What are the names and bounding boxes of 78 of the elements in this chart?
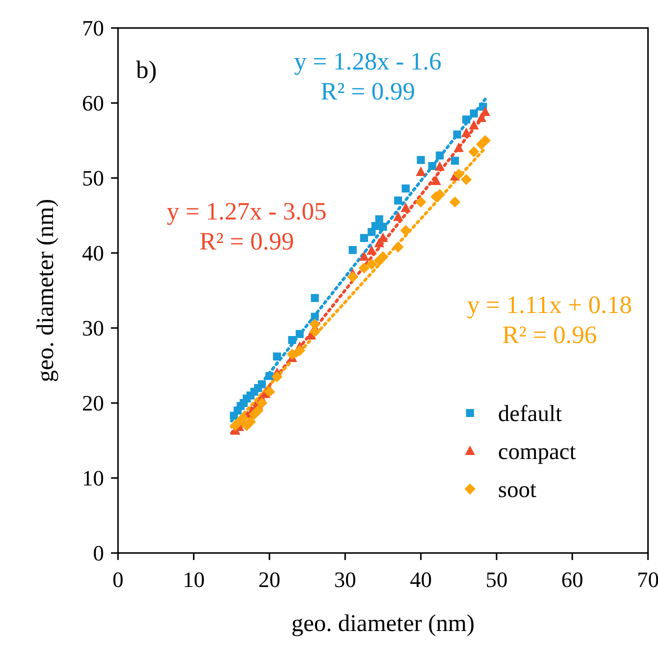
legend-label: default (498, 401, 562, 426)
point (462, 116, 470, 124)
point (265, 372, 274, 380)
point (294, 345, 306, 356)
point (273, 352, 281, 360)
point (375, 215, 384, 224)
point (288, 336, 296, 344)
x-tick-label: 40 (410, 567, 432, 592)
point (348, 246, 357, 254)
x-tick-label: 10 (182, 567, 205, 592)
y-tick-label: 50 (82, 166, 104, 191)
point (461, 128, 472, 137)
point (360, 234, 368, 242)
y-axis-title: geo. diameter (nm) (33, 198, 59, 382)
point (436, 152, 444, 160)
point (296, 330, 304, 338)
series-label: y = 1.28x - 1.6 R² = 0.99 (294, 48, 442, 106)
point (450, 156, 459, 165)
point (394, 196, 402, 204)
point (402, 184, 410, 192)
point (454, 142, 464, 152)
point (434, 161, 445, 171)
y-tick-label: 70 (82, 16, 104, 41)
point (392, 242, 404, 252)
point (453, 130, 462, 138)
y-tick-label: 0 (93, 540, 104, 566)
text: y = 1.11x + 0.18 R² = 0.96 (467, 292, 632, 349)
point (400, 202, 411, 212)
point (272, 371, 282, 382)
point (374, 238, 384, 248)
point (415, 196, 426, 208)
x-tick-label: 50 (486, 567, 508, 592)
point (286, 348, 298, 360)
point (476, 112, 486, 122)
point (252, 405, 264, 416)
point (366, 245, 377, 255)
annotation: b) (136, 57, 157, 84)
x-tick-label: 0 (112, 567, 124, 592)
point (468, 120, 479, 130)
point (258, 380, 266, 388)
point (431, 176, 441, 185)
y-tick-label: 30 (82, 316, 104, 341)
x-tick-label: 20 (258, 567, 280, 592)
point (480, 106, 490, 116)
point (310, 294, 319, 302)
x-tick-label: 60 (561, 567, 584, 592)
point (366, 258, 378, 270)
y-tick-label: 40 (82, 240, 104, 266)
legend-label: compact (498, 439, 577, 464)
y-tick-label: 60 (82, 90, 104, 116)
point (470, 110, 478, 118)
point (460, 174, 472, 185)
point (359, 251, 370, 261)
point (480, 135, 491, 146)
point (400, 225, 412, 236)
point (378, 251, 388, 262)
point (416, 166, 426, 176)
x-tick-label: 30 (334, 567, 356, 592)
point (347, 272, 358, 282)
point (453, 168, 464, 180)
point (416, 156, 425, 164)
y-tick-label: 10 (82, 466, 104, 491)
point (310, 312, 319, 321)
x-axis-title: geo. diameter (nm) (291, 611, 475, 637)
y-tick-label: 20 (82, 390, 104, 416)
point (393, 212, 404, 221)
point (358, 262, 370, 274)
point (379, 222, 387, 231)
point (245, 416, 256, 428)
point (428, 162, 436, 170)
point (264, 386, 275, 398)
legend-label: soot (498, 477, 537, 502)
point (256, 398, 268, 408)
point (378, 232, 388, 242)
point (468, 146, 480, 158)
series-label: y = 1.27x - 3.05 R² = 0.99 (166, 198, 327, 256)
x-tick-label: 70 (637, 567, 658, 592)
point (449, 196, 460, 208)
